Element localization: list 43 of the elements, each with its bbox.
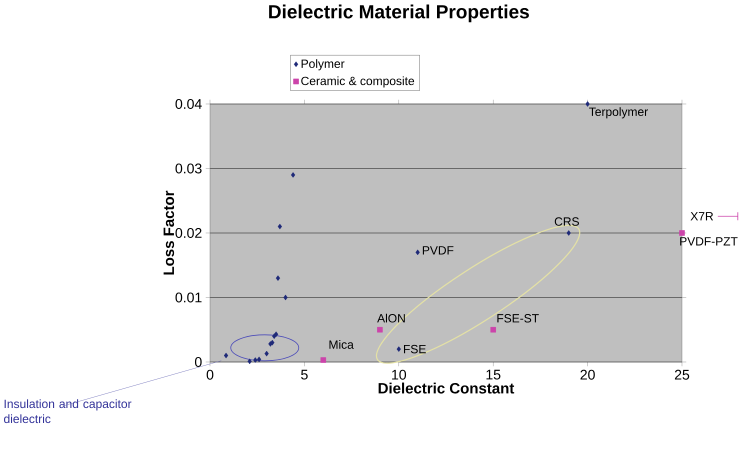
y-tick-label: 0.04 — [176, 99, 202, 109]
annotation: Terpolymer — [589, 107, 648, 118]
annotation: PVDF — [422, 246, 454, 254]
legend-label: Polymer — [302, 59, 344, 70]
x-axis-title: Dielectric Constant — [378, 382, 514, 394]
point — [248, 358, 252, 364]
y-tick-label: 0.01 — [176, 292, 202, 302]
point — [256, 356, 262, 362]
point — [377, 326, 383, 333]
point — [276, 275, 280, 281]
annotation: FSE-ST — [497, 314, 539, 323]
x-tick-label: 5 — [301, 370, 308, 380]
point — [320, 357, 326, 363]
text: X7R — [690, 212, 714, 220]
y-tick-label: 0 — [194, 357, 202, 367]
x-tick-label: 20 — [580, 370, 595, 380]
annotation: AlON — [377, 314, 405, 323]
point — [283, 294, 288, 300]
point — [253, 357, 258, 363]
point — [396, 346, 401, 352]
y-tick-label: 0.03 — [176, 164, 202, 174]
legend-label: Ceramic & composite — [301, 76, 414, 88]
point — [490, 326, 496, 333]
x-tick-label: 25 — [674, 370, 690, 380]
point — [416, 250, 420, 256]
annotation: FSE — [404, 344, 426, 354]
annotation: PVDF-PZT — [680, 237, 738, 246]
y-tick-label: 0.02 — [176, 228, 202, 238]
point — [264, 350, 269, 356]
point — [290, 172, 296, 178]
annotation: Mica — [329, 340, 354, 349]
point — [278, 224, 282, 230]
point — [679, 230, 685, 236]
x-tick-label: 15 — [486, 370, 500, 380]
x-tick-label: 0 — [206, 370, 214, 380]
point — [566, 230, 571, 236]
y-axis-title: Loss Factor — [164, 190, 174, 274]
point — [224, 352, 228, 358]
annotation: CRS — [554, 217, 579, 226]
chart-title: Dielectric Material Properties — [269, 4, 529, 22]
x-tick-label: 10 — [392, 370, 406, 380]
point — [585, 101, 590, 107]
text: Insulation and capacitor dielectric — [4, 399, 132, 424]
